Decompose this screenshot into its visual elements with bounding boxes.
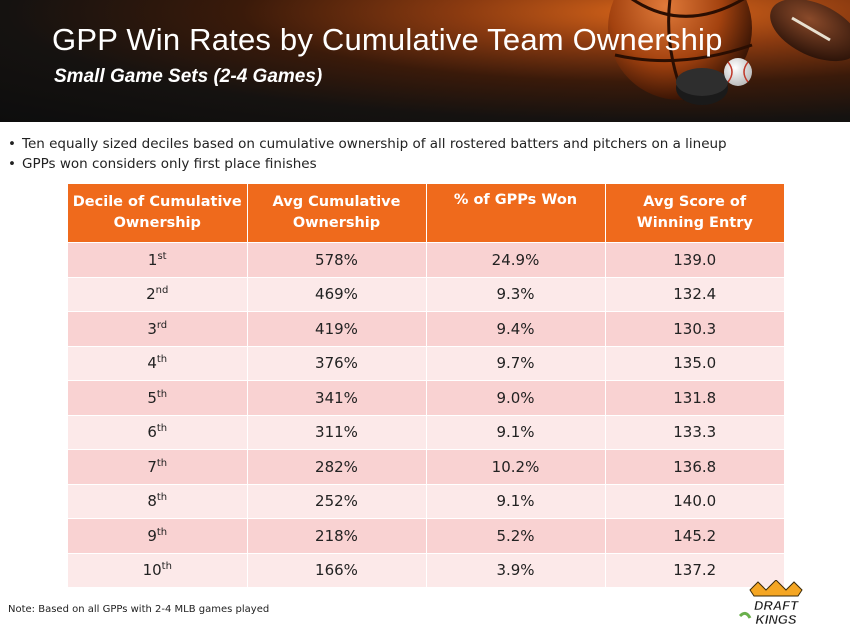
cell-score: 140.0 — [605, 483, 784, 519]
table-row: 7th 282% 10.2% 136.8 — [68, 449, 784, 484]
cell-ownership: 311% — [247, 414, 427, 450]
footnote: Note: Based on all GPPs with 2-4 MLB gam… — [8, 604, 270, 615]
page-title: GPP Win Rates by Cumulative Team Ownersh… — [52, 22, 723, 57]
bullet-dot-icon: • — [8, 136, 16, 152]
cell-decile: 10th — [68, 552, 248, 587]
bullet-text: Ten equally sized deciles based on cumul… — [22, 136, 727, 152]
cell-won: 9.7% — [426, 345, 606, 381]
table-row: 8th 252% 9.1% 140.0 — [68, 483, 784, 519]
cell-decile: 1st — [68, 242, 248, 277]
baseball-icon — [724, 58, 752, 86]
header-avg-ownership: Avg Cumulative Ownership — [247, 184, 427, 243]
table-header-row: Decile of Cumulative Ownership Avg Cumula… — [68, 184, 784, 243]
bullet-list: • Ten equally sized deciles based on cumu… — [8, 134, 727, 174]
cell-won: 9.0% — [426, 380, 606, 415]
cell-ownership: 252% — [247, 483, 427, 519]
cell-score: 137.2 — [605, 552, 784, 587]
cell-won: 9.3% — [426, 276, 606, 312]
bullet-dot-icon: • — [8, 156, 16, 172]
cell-decile: 3rd — [68, 311, 248, 346]
cell-score: 145.2 — [605, 518, 784, 553]
cell-ownership: 578% — [247, 242, 427, 277]
cell-decile: 6th — [68, 414, 248, 450]
table-row: 10th 166% 3.9% 137.2 — [68, 552, 784, 587]
header-avg-score: Avg Score of Winning Entry — [605, 184, 784, 243]
cell-score: 130.3 — [605, 311, 784, 346]
bullet-item: • Ten equally sized deciles based on cumu… — [8, 134, 727, 154]
cell-decile: 4th — [68, 345, 248, 381]
header-gpps-won: % of GPPs Won — [426, 184, 606, 243]
cell-ownership: 419% — [247, 311, 427, 346]
cell-won: 9.1% — [426, 483, 606, 519]
table-row: 9th 218% 5.2% 145.2 — [68, 518, 784, 553]
ownership-table: Decile of Cumulative Ownership Avg Cumula… — [68, 184, 784, 587]
cell-decile: 7th — [68, 449, 248, 484]
table-row: 5th 341% 9.0% 131.8 — [68, 380, 784, 415]
cell-won: 5.2% — [426, 518, 606, 553]
cell-score: 136.8 — [605, 449, 784, 484]
cell-decile: 2nd — [68, 276, 248, 312]
cell-decile: 5th — [68, 380, 248, 415]
cell-ownership: 166% — [247, 552, 427, 587]
cell-decile: 8th — [68, 483, 248, 519]
cell-score: 133.3 — [605, 414, 784, 450]
sports-balls-illustration — [608, 0, 850, 105]
draftkings-logo: DRAFT KINGS — [738, 580, 803, 627]
table-row: 2nd 469% 9.3% 132.4 — [68, 276, 784, 312]
svg-text:KINGS: KINGS — [755, 612, 797, 627]
bullet-item: • GPPs won considers only first place fin… — [8, 154, 727, 174]
cell-ownership: 376% — [247, 345, 427, 381]
cell-ownership: 469% — [247, 276, 427, 312]
cell-ownership: 218% — [247, 518, 427, 553]
cell-won: 3.9% — [426, 552, 606, 587]
cell-won: 9.1% — [426, 414, 606, 450]
cell-score: 131.8 — [605, 380, 784, 415]
cell-score: 135.0 — [605, 345, 784, 381]
cell-won: 10.2% — [426, 449, 606, 484]
title-banner: GPP Win Rates by Cumulative Team Ownersh… — [0, 0, 850, 122]
table-row: 4th 376% 9.7% 135.0 — [68, 345, 784, 381]
cell-won: 24.9% — [426, 242, 606, 277]
cell-score: 132.4 — [605, 276, 784, 312]
football-icon — [770, 0, 850, 62]
table-row: 3rd 419% 9.4% 130.3 — [68, 311, 784, 346]
bullet-text: GPPs won considers only first place fini… — [22, 156, 317, 172]
table-row: 6th 311% 9.1% 133.3 — [68, 414, 784, 450]
cell-ownership: 282% — [247, 449, 427, 484]
svg-text:DRAFT: DRAFT — [754, 598, 799, 613]
header-decile: Decile of Cumulative Ownership — [68, 184, 248, 243]
cell-decile: 9th — [68, 518, 248, 553]
cell-ownership: 341% — [247, 380, 427, 415]
cell-won: 9.4% — [426, 311, 606, 346]
page-subtitle: Small Game Sets (2-4 Games) — [54, 66, 323, 87]
table-row: 1st 578% 24.9% 139.0 — [68, 242, 784, 277]
cell-score: 139.0 — [605, 242, 784, 277]
